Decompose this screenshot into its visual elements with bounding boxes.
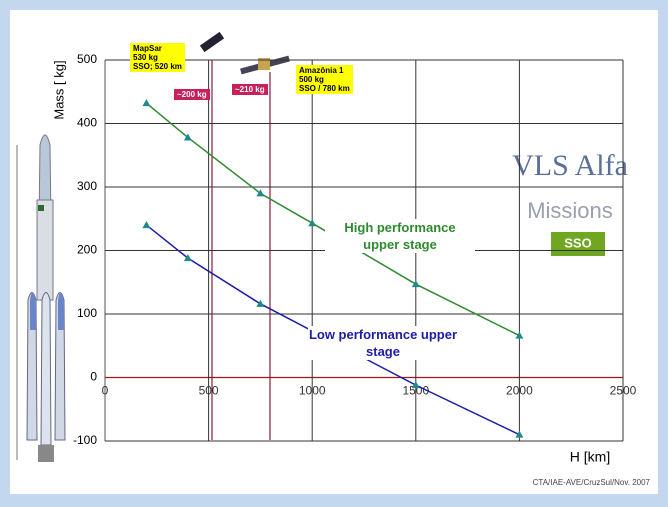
logo-subtitle: Missions xyxy=(527,198,613,223)
y-tick-label: 100 xyxy=(77,306,97,320)
annotation-line: ~210 kg xyxy=(235,85,265,94)
annotation-line: 500 kg xyxy=(299,75,350,84)
x-tick-label: 2000 xyxy=(506,384,533,398)
y-tick-label: -100 xyxy=(73,433,97,447)
x-axis-title: H [km] xyxy=(570,449,610,465)
annotation: ~210 kg xyxy=(232,84,268,95)
y-axis-title: Mass [ kg] xyxy=(51,60,66,119)
series-label: Low performance upper stage xyxy=(308,326,458,360)
series-label: High performance upper stage xyxy=(325,219,475,253)
logo-title: VLS Alfa xyxy=(512,149,628,182)
y-tick-label: 300 xyxy=(77,179,97,193)
y-tick-label: 400 xyxy=(77,116,97,130)
slide: Mass [ kg] H [km] VLS Alfa Missions SSO … xyxy=(0,0,668,507)
x-tick-label: 500 xyxy=(199,384,219,398)
x-tick-label: 2500 xyxy=(610,384,637,398)
annotation: ~200 kg xyxy=(174,89,210,100)
annotation-line: SSO; 520 km xyxy=(133,62,182,71)
x-tick-label: 1000 xyxy=(299,384,326,398)
credit: CTA/IAE-AVE/CruzSul/Nov. 2007 xyxy=(533,478,651,487)
x-tick-label: 0 xyxy=(102,384,109,398)
orbit-label: SSO xyxy=(564,235,591,250)
annotation-line: MapSar xyxy=(133,44,182,53)
annotation-line: Amazônia 1 xyxy=(299,66,350,75)
annotation-line: ~200 kg xyxy=(177,90,207,99)
y-tick-label: 200 xyxy=(77,243,97,257)
y-tick-label: 0 xyxy=(90,370,97,384)
annotation-line: 530 kg xyxy=(133,53,182,62)
y-tick-label: 500 xyxy=(77,52,97,66)
annotation-line: SSO / 780 km xyxy=(299,84,350,93)
